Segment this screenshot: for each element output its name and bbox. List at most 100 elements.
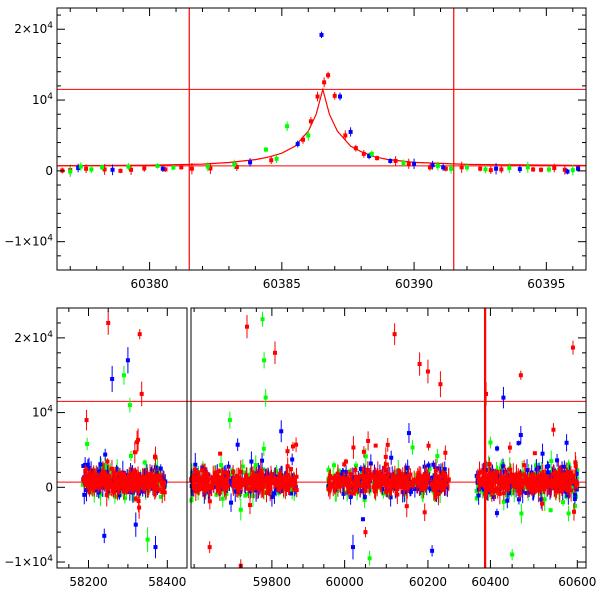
red-data-point: [285, 449, 290, 454]
red-data-point: [414, 480, 419, 485]
green-data-point: [548, 508, 553, 513]
blue-outlier-point: [153, 545, 158, 550]
red-data-point: [326, 73, 331, 78]
red-data-point: [136, 473, 141, 478]
red-data-point: [524, 481, 529, 486]
red-data-point: [373, 482, 378, 487]
red-data-point: [568, 481, 573, 486]
red-data-point: [89, 478, 94, 483]
red-data-point: [200, 478, 205, 483]
red-data-point: [568, 475, 573, 480]
green-data-point: [68, 169, 73, 174]
green-outlier-point: [566, 511, 571, 516]
red-data-point: [556, 474, 561, 479]
red-data-point: [195, 470, 200, 475]
red-data-point: [264, 480, 269, 485]
green-data-point: [103, 466, 108, 471]
red-data-point: [441, 486, 446, 491]
red-data-point: [127, 484, 132, 489]
blue-data-point: [248, 489, 253, 494]
red-data-point: [244, 477, 249, 482]
red-data-point: [237, 485, 242, 490]
red-data-point: [518, 474, 523, 479]
red-data-point: [135, 440, 140, 445]
red-data-point: [152, 487, 157, 492]
green-data-point: [566, 467, 571, 472]
red-data-point: [422, 472, 427, 477]
red-data-point: [294, 487, 299, 492]
red-data-point: [378, 479, 383, 484]
green-data-point: [274, 468, 279, 473]
green-data-point: [369, 151, 374, 156]
green-outlier-point: [510, 552, 515, 557]
blue-data-point: [505, 498, 510, 503]
red-data-point: [335, 471, 340, 476]
red-data-point: [393, 478, 398, 483]
red-data-point: [575, 482, 580, 487]
blue-data-point: [274, 487, 279, 492]
red-data-point: [511, 482, 516, 487]
red-data-point: [291, 477, 296, 482]
green-data-point: [347, 469, 352, 474]
red-data-point: [217, 469, 222, 474]
red-outlier-point: [273, 350, 277, 355]
red-data-point: [568, 470, 573, 475]
red-data-point: [294, 442, 299, 447]
blue-data-point: [380, 487, 385, 492]
red-data-point: [516, 477, 521, 482]
y-tick-label: 0: [45, 480, 53, 494]
red-data-point: [573, 464, 578, 469]
blue-data-point: [389, 455, 394, 460]
red-data-point: [348, 483, 353, 488]
red-data-point: [102, 471, 107, 476]
red-data-point: [191, 479, 196, 484]
red-data-point: [225, 484, 230, 489]
x-tick-label: 60390: [395, 277, 433, 291]
red-data-point: [91, 481, 96, 486]
red-data-point: [385, 442, 390, 447]
red-data-point: [507, 445, 512, 450]
red-data-point: [247, 503, 252, 508]
red-data-point: [300, 137, 305, 142]
red-data-point: [116, 471, 121, 476]
red-outlier-point: [570, 345, 575, 350]
red-data-point: [552, 166, 557, 171]
red-data-point: [355, 479, 360, 484]
blue-data-point: [360, 517, 365, 522]
red-data-point: [133, 469, 138, 474]
red-data-point: [433, 484, 438, 489]
red-data-point: [524, 475, 529, 480]
green-data-point: [243, 493, 248, 498]
red-data-point: [440, 470, 445, 475]
red-data-point: [516, 484, 521, 489]
red-data-point: [248, 476, 253, 481]
red-data-point: [385, 482, 390, 487]
red-data-point: [476, 479, 481, 484]
red-data-point: [203, 471, 208, 476]
blue-data-point: [368, 461, 373, 466]
red-data-point: [399, 485, 404, 490]
blue-data-point: [358, 466, 363, 471]
red-data-point: [252, 483, 257, 488]
red-data-point: [265, 485, 270, 490]
red-data-point: [412, 477, 417, 482]
blue-data-point: [388, 495, 393, 500]
red-data-point: [406, 473, 411, 478]
red-data-point: [147, 478, 152, 483]
blue-data-point: [495, 446, 500, 451]
red-data-point: [148, 475, 153, 480]
green-data-point: [353, 463, 358, 468]
blue-data-point: [476, 493, 481, 498]
x-tick-label: 59800: [253, 575, 291, 589]
y-tick-mantissa: −1×10: [4, 235, 47, 249]
blue-data-point: [361, 486, 366, 491]
red-data-point: [383, 462, 388, 467]
green-data-point: [331, 463, 336, 468]
blue-data-point: [537, 465, 542, 470]
red-data-point: [478, 166, 483, 171]
y-tick-label: −1×104: [4, 554, 53, 569]
blue-data-point: [534, 467, 539, 472]
red-data-point: [492, 489, 497, 494]
red-data-point: [423, 483, 428, 488]
red-data-point: [204, 475, 209, 480]
